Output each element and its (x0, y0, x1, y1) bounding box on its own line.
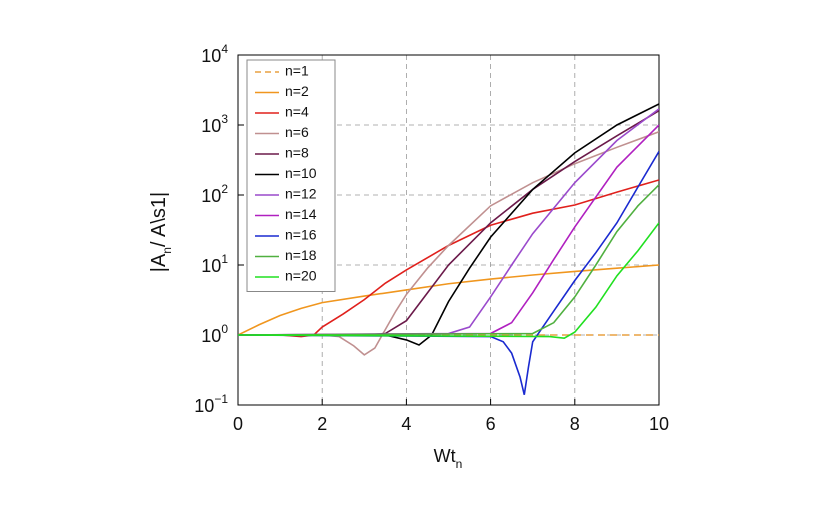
x-tick-label: 4 (401, 414, 411, 434)
tick-exp: −1 (214, 392, 228, 406)
tick-base: 10 (201, 186, 221, 206)
x-tick-label: 2 (317, 414, 327, 434)
y-tick-label: 103 (201, 112, 228, 136)
series-line (238, 131, 659, 356)
series-line (238, 184, 659, 336)
y-tick-label: 102 (201, 182, 228, 206)
tick-base: 10 (201, 326, 221, 346)
tick-exp: 4 (221, 42, 228, 56)
series-line (238, 108, 659, 336)
legend-label: n=18 (285, 247, 317, 263)
legend-label: n=10 (285, 165, 317, 181)
series-line (238, 222, 659, 340)
tick-exp: 2 (221, 182, 228, 196)
tick-exp: 0 (221, 322, 228, 336)
tick-exp: 3 (221, 112, 228, 126)
tick-base: 10 (201, 116, 221, 136)
series-line (238, 150, 659, 395)
legend-label: n=8 (285, 145, 309, 161)
legend-box (246, 59, 336, 292)
y-axis-label: |An/ A\s1| (148, 192, 174, 272)
series-line (238, 103, 659, 346)
y-tick-label: 101 (201, 252, 228, 276)
tick-base: 10 (194, 396, 214, 416)
legend-label: n=20 (285, 268, 317, 284)
x-tick-label: 0 (233, 414, 243, 434)
y-tick-label: 100 (201, 322, 228, 346)
tick-base: 10 (201, 46, 221, 66)
tick-base: 10 (201, 256, 221, 276)
x-tick-label: 10 (649, 414, 669, 434)
x-tick-label: 6 (486, 414, 496, 434)
legend-label: n=16 (285, 227, 317, 243)
y-tick-label: 104 (201, 42, 228, 66)
legend-label: n=14 (285, 206, 317, 222)
tick-exp: 1 (221, 252, 228, 266)
legend-label: n=6 (285, 124, 309, 140)
legend-label: n=4 (285, 104, 309, 120)
y-label-rest: / A\s1| (148, 192, 170, 247)
legend-label: n=1 (285, 63, 309, 79)
x-label-main: Wt (434, 446, 456, 466)
plot-frame (237, 54, 660, 406)
y-label-sub: n (160, 247, 174, 254)
legend-label: n=12 (285, 186, 317, 202)
legend-label: n=2 (285, 83, 309, 99)
series-line (238, 124, 659, 336)
x-label-sub: n (456, 457, 463, 471)
x-axis-label: Wtn (434, 446, 463, 471)
x-tick-label: 8 (570, 414, 580, 434)
series-line (238, 264, 659, 336)
y-label-main: |A (148, 253, 170, 272)
y-tick-label: 10−1 (194, 392, 228, 416)
